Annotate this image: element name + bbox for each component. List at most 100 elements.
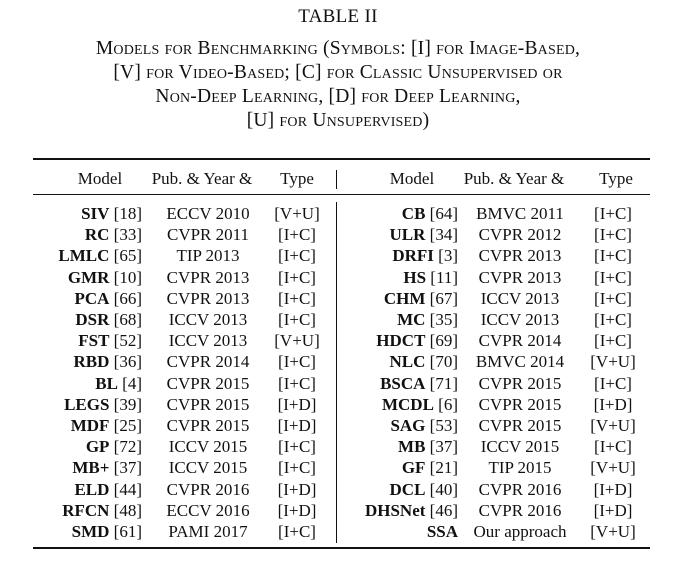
model-cell: DSR [68] [30, 309, 142, 330]
type-cell: [I+D] [593, 394, 633, 414]
table-row: LMLC [65] TIP 2013 [I+C] DRFI [3] CVPR 2013 [… [0, 245, 676, 266]
pub-year-cell: ICCV 2015 [168, 458, 248, 478]
model-cell: ULR [34] [338, 224, 458, 245]
type-cell: [I+C] [278, 246, 316, 266]
table-row: PCA [66] CVPR 2013 [I+C] CHM [67] ICCV 2013 [… [0, 288, 676, 309]
model-ref: [44] [113, 479, 142, 499]
model-cell: ELD [44] [30, 479, 142, 500]
table-row: SMD [61] PAMI 2017 [I+C] SSA Our approach [V… [0, 521, 676, 542]
model-name: RFCN [62, 500, 110, 520]
model-cell: CHM [67] [338, 288, 458, 309]
header-pub-year-left: Pub. & Year & [151, 169, 253, 188]
type-cell: [V+U] [590, 352, 636, 372]
table-row: SIV [18] ECCV 2010 [V+U] CB [64] BMVC 2011 [I… [0, 203, 676, 224]
pub-year-cell: CVPR 2011 [166, 225, 250, 245]
pub-year-cell: BMVC 2014 [475, 352, 565, 372]
model-name: DSR [75, 310, 110, 329]
model-ref: [36] [113, 352, 142, 372]
pub-year-cell: Our approach [473, 522, 567, 541]
pub-year-cell: CVPR 2016 [166, 479, 250, 499]
model-cell: GP [72] [30, 436, 142, 457]
model-name: LEGS [64, 394, 110, 414]
model-name: GP [85, 437, 110, 457]
model-cell: MC [35] [338, 309, 458, 330]
pub-year-cell: CVPR 2015 [166, 416, 250, 435]
type-cell: [I+C] [278, 437, 316, 457]
type-cell: [I+D] [277, 416, 317, 435]
table-row: RC [33] CVPR 2011 [I+C] ULR [34] CVPR 2012 [I… [0, 224, 676, 245]
pub-year-cell: CVPR 2013 [478, 246, 562, 266]
caption-line: [V] for Video-Based; [C] for Classic Uns… [113, 62, 563, 83]
table-row: RBD [36] CVPR 2014 [I+C] NLC [70] BMVC 2014 [… [0, 351, 676, 372]
type-cell: [I+C] [594, 288, 632, 308]
type-cell: [I+C] [594, 246, 632, 266]
model-ref: [71] [429, 373, 458, 393]
header-column-divider [336, 170, 337, 189]
model-cell: NLC [70] [338, 351, 458, 372]
type-cell: [I+D] [277, 479, 317, 499]
pub-year-cell: CVPR 2013 [166, 267, 250, 287]
type-cell: [V+U] [590, 458, 636, 478]
model-cell: MDF [25] [30, 415, 142, 436]
model-name: MDF [70, 416, 110, 435]
model-cell: HS [11] [338, 267, 458, 288]
type-cell: [I+C] [594, 331, 632, 351]
table-row: BL [4] CVPR 2015 [I+C] BSCA [71] CVPR 2015 [I… [0, 373, 676, 394]
model-name: MB+ [72, 458, 110, 478]
model-cell: SMD [61] [30, 521, 142, 542]
model-name: BSCA [380, 373, 426, 393]
model-name: SAG [390, 416, 426, 435]
pub-year-cell: CVPR 2015 [478, 416, 562, 435]
model-ref: [35] [429, 310, 458, 329]
caption-line: [U] for Unsupervised) [246, 110, 430, 131]
pub-year-cell: CVPR 2014 [166, 352, 250, 372]
model-ref: [11] [430, 267, 458, 287]
pub-year-cell: TIP 2015 [488, 458, 552, 478]
model-name: SIV [81, 204, 110, 223]
model-ref: [6] [438, 394, 458, 414]
body-column-divider [336, 202, 337, 543]
table-row: GP [72] ICCV 2015 [I+C] MB [37] ICCV 2015 [I+… [0, 436, 676, 457]
model-name: NLC [389, 352, 426, 372]
model-cell: SIV [18] [30, 203, 142, 224]
type-cell: [I+D] [593, 479, 633, 499]
pub-year-cell: CVPR 2013 [478, 267, 562, 287]
model-ref: [64] [429, 204, 458, 223]
model-ref: [72] [113, 437, 142, 457]
type-cell: [I+C] [278, 310, 316, 329]
table-row: LEGS [39] CVPR 2015 [I+D] MCDL [6] CVPR 2015… [0, 394, 676, 415]
bottom-rule [33, 547, 650, 549]
model-cell: SSA [338, 521, 458, 542]
pub-year-cell: PAMI 2017 [168, 522, 248, 541]
model-ref: [66] [113, 288, 142, 308]
pub-year-cell: ICCV 2013 [480, 310, 560, 329]
type-cell: [I+C] [278, 225, 316, 245]
pub-year-cell: CVPR 2015 [478, 394, 562, 414]
table-row: RFCN [48] ECCV 2016 [I+D] DHSNet [46] CVPR 2… [0, 500, 676, 521]
model-ref: [4] [122, 373, 142, 393]
model-cell: DHSNet [46] [338, 500, 458, 521]
model-name: DCL [389, 479, 426, 499]
model-cell: MB [37] [338, 436, 458, 457]
model-cell: GMR [10] [30, 267, 142, 288]
model-cell: CB [64] [338, 203, 458, 224]
model-name: HDCT [376, 331, 426, 351]
model-ref: [52] [113, 331, 142, 351]
model-name: DRFI [392, 246, 434, 266]
top-rule [33, 158, 650, 160]
type-cell: [V+U] [274, 204, 320, 223]
table-caption: Models for Benchmarking (Symbols: [I] fo… [20, 37, 656, 133]
model-ref: [69] [429, 331, 458, 351]
type-cell: [I+D] [277, 394, 317, 414]
pub-year-cell: ICCV 2013 [168, 310, 248, 329]
header-row: Model Pub. & Year & Type Model Pub. & Ye… [0, 168, 676, 189]
model-name: FST [78, 331, 110, 351]
pub-year-cell: ICCV 2013 [168, 331, 248, 351]
model-cell: MCDL [6] [338, 394, 458, 415]
model-cell: PCA [66] [30, 288, 142, 309]
pub-year-cell: CVPR 2014 [478, 331, 562, 351]
table-row: FST [52] ICCV 2013 [V+U] HDCT [69] CVPR 2014… [0, 330, 676, 351]
type-cell: [I+D] [593, 500, 633, 520]
type-cell: [I+C] [278, 288, 316, 308]
header-model-left: Model [77, 169, 123, 188]
